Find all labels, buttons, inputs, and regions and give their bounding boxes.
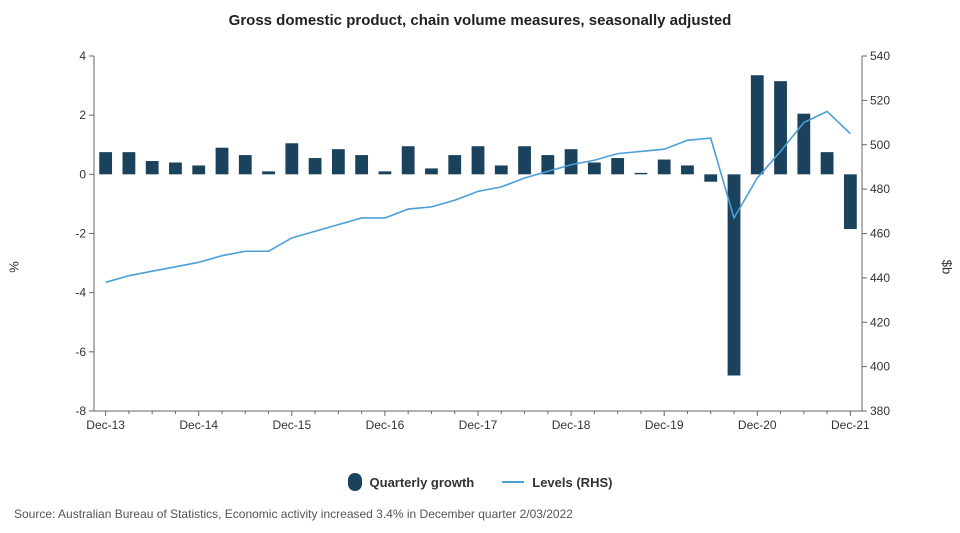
y1-tick-label: -2 [75,227,86,241]
x-tick-label: Dec-15 [272,418,311,432]
legend-line-label: Levels (RHS) [532,475,612,490]
bar [821,152,834,174]
chart-container: Gross domestic product, chain volume mea… [0,0,960,533]
x-tick-label: Dec-13 [86,418,125,432]
y1-tick-label: -6 [75,345,86,359]
bar [239,155,252,174]
bar [425,168,438,174]
bar [123,152,136,174]
y1-tick-label: 2 [79,108,86,122]
legend-swatch-line [502,481,524,483]
bar [448,155,461,174]
legend-bar-label: Quarterly growth [370,475,475,490]
legend: Quarterly growth Levels (RHS) [0,473,960,491]
legend-item-line: Levels (RHS) [502,475,612,490]
bar [751,75,764,174]
bar [146,161,159,174]
bar [774,81,787,174]
x-tick-label: Dec-19 [645,418,684,432]
y2-tick-label: 400 [870,360,890,374]
chart-plot: -8 -6 -4 -2 0 2 4 380 400 420 440 460 480 500 520 540 De… [62,50,898,435]
legend-item-bar: Quarterly growth [348,473,475,491]
y2-tick-label: 480 [870,182,890,196]
bar [588,163,601,175]
y-left-axis-label: % [6,261,21,273]
y-right-axis-label: $b [939,259,954,273]
x-tick-label: Dec-17 [459,418,498,432]
bar [355,155,368,174]
y2-tick-label: 520 [870,93,890,107]
bar [704,174,717,181]
y1-tick-label: -4 [75,286,86,300]
bar [611,158,624,174]
bar [309,158,322,174]
bar [262,171,275,174]
bar [216,148,229,175]
x-tick-label: Dec-18 [552,418,591,432]
bar [472,146,485,174]
chart-title: Gross domestic product, chain volume mea… [0,12,960,29]
x-tick-label: Dec-20 [738,418,777,432]
bar [518,146,531,174]
y2-tick-label: 460 [870,227,890,241]
bar [332,149,345,174]
bar [192,165,205,174]
bar [495,165,508,174]
y2-tick-label: 500 [870,138,890,152]
x-tick-label: Dec-14 [179,418,218,432]
bar [285,143,298,174]
y2-tick-label: 420 [870,315,890,329]
y1-tick-label: 4 [79,50,86,63]
bar [402,146,415,174]
y2-tick-label: 380 [870,404,890,418]
bar [681,165,694,174]
bar [379,171,392,174]
y1-tick-label: 0 [79,167,86,181]
bar [658,160,671,175]
bar [565,149,578,174]
x-tick-label: Dec-21 [831,418,870,432]
y2-tick-label: 540 [870,50,890,63]
y1-tick-label: -8 [75,404,86,418]
bar [169,163,182,175]
bar [99,152,112,174]
bar [844,174,857,229]
source-note: Source: Australian Bureau of Statistics,… [14,507,573,521]
y2-tick-label: 440 [870,271,890,285]
bar [635,173,648,174]
legend-swatch-bar [348,473,362,491]
x-tick-label: Dec-16 [366,418,405,432]
